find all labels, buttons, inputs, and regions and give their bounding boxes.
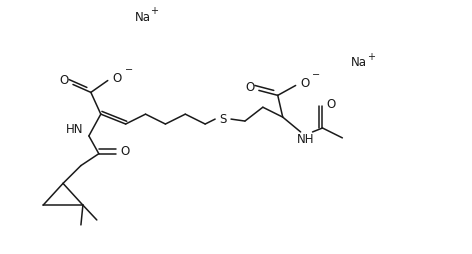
Text: HN: HN [66,123,84,136]
Text: O: O [59,74,68,87]
Text: +: + [151,6,159,16]
Text: NH: NH [297,133,314,146]
Text: O: O [112,72,121,85]
Text: Na: Na [351,56,367,69]
Text: O: O [327,98,336,111]
Text: S: S [219,113,227,125]
Text: −: − [312,70,320,80]
Text: Na: Na [135,11,151,24]
Text: −: − [125,65,133,75]
Text: O: O [120,145,129,158]
Text: +: + [367,52,375,62]
Text: O: O [245,81,254,94]
Text: O: O [300,77,309,90]
